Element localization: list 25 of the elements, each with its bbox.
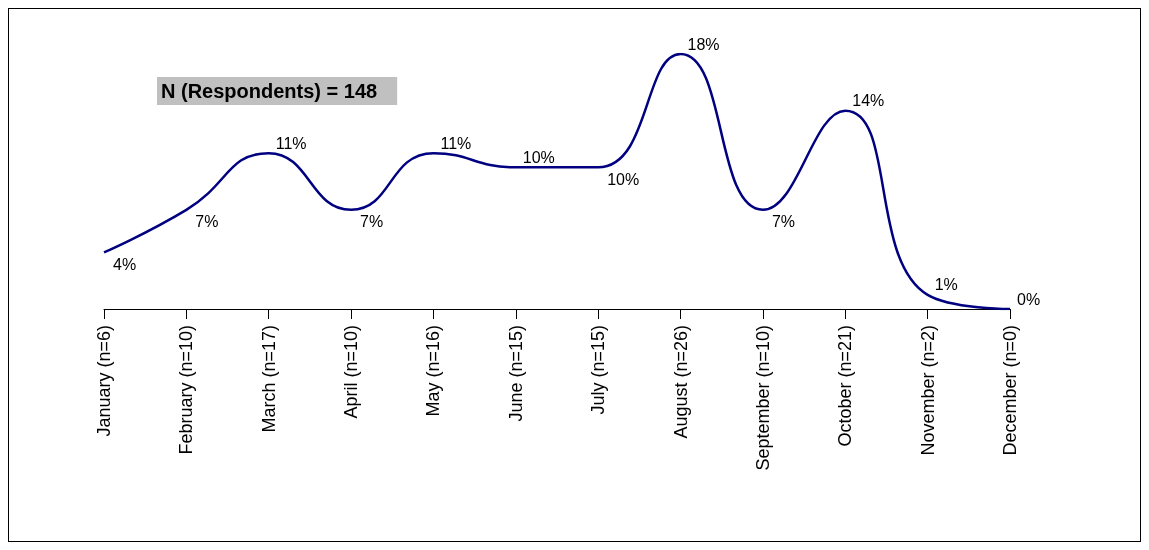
data-label: 0% bbox=[1017, 290, 1041, 308]
data-label: 7% bbox=[195, 213, 219, 231]
x-tick-label: November (n=2) bbox=[917, 325, 938, 456]
x-tick-label: August (n=26) bbox=[670, 325, 691, 439]
x-tick-label: May (n=16) bbox=[423, 325, 444, 417]
x-tick-label: April (n=10) bbox=[341, 325, 362, 419]
data-label: 7% bbox=[360, 213, 384, 231]
data-label: 7% bbox=[771, 213, 796, 231]
x-tick-label: December (n=0) bbox=[1000, 325, 1020, 456]
data-label: 18% bbox=[687, 35, 720, 53]
x-tick-label: September (n=10) bbox=[752, 325, 773, 471]
x-tick-label: March (n=17) bbox=[258, 325, 279, 433]
data-label: 10% bbox=[607, 170, 640, 188]
data-label: 14% bbox=[852, 92, 885, 110]
x-tick-label: June (n=15) bbox=[505, 325, 526, 422]
data-label: 4% bbox=[113, 255, 137, 273]
x-tick-label: January (n=6) bbox=[94, 325, 114, 437]
data-label: 10% bbox=[522, 148, 555, 166]
data-label: 11% bbox=[440, 134, 472, 152]
data-label: 11% bbox=[275, 134, 307, 152]
data-label: 1% bbox=[934, 276, 958, 294]
x-tick-label: October (n=21) bbox=[835, 325, 856, 447]
annotation: N (Respondents) = 148 bbox=[161, 80, 378, 102]
x-tick-label: February (n=10) bbox=[176, 325, 197, 455]
x-tick-label: July (n=15) bbox=[588, 325, 609, 415]
